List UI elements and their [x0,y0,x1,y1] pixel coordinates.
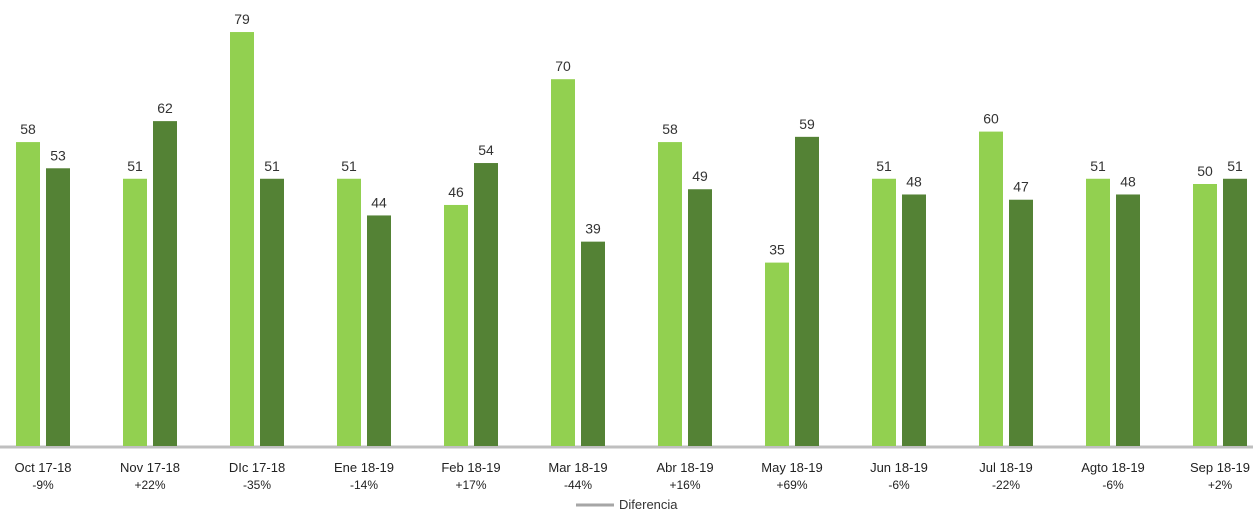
x-tick-label-1: Nov 17-18 [120,460,180,475]
x-tick-label-5: Mar 18-19 [548,460,607,475]
data-label-light-11: 50 [1197,163,1213,179]
bar-light-4 [444,204,468,446]
bar-light-7 [765,262,789,446]
bar-light-2 [230,32,254,446]
bar-dark-4 [474,163,498,447]
difference-label-6: +16% [669,478,700,492]
data-label-light-5: 70 [555,58,571,74]
bar-dark-8 [902,194,926,446]
bar-dark-5 [581,241,605,446]
bar-light-6 [658,142,682,446]
data-label-dark-11: 51 [1227,158,1243,174]
x-tick-label-10: Agto 18-19 [1081,460,1145,475]
x-tick-label-2: DIc 17-18 [229,460,285,475]
difference-label-0: -9% [32,478,54,492]
data-label-light-0: 58 [20,121,36,137]
data-label-dark-4: 54 [478,142,494,158]
data-label-light-3: 51 [341,158,357,174]
data-label-dark-3: 44 [371,194,387,210]
x-tick-label-11: Sep 18-19 [1190,460,1250,475]
difference-label-1: +22% [134,478,165,492]
difference-label-9: -22% [992,478,1020,492]
data-label-dark-2: 51 [264,158,280,174]
x-tick-label-8: Jun 18-19 [870,460,928,475]
bars-group [16,32,1247,447]
legend: Diferencia [576,497,678,510]
bar-dark-0 [46,168,70,446]
data-label-light-9: 60 [983,111,999,127]
bar-dark-2 [260,178,284,446]
bar-light-11 [1193,184,1217,446]
difference-label-2: -35% [243,478,271,492]
bar-light-10 [1086,178,1110,446]
bar-light-8 [872,178,896,446]
difference-label-8: -6% [888,478,910,492]
bar-light-5 [551,79,575,446]
bar-light-9 [979,131,1003,446]
difference-label-7: +69% [776,478,807,492]
bar-dark-9 [1009,199,1033,446]
x-tick-label-3: Ene 18-19 [334,460,394,475]
x-tick-label-7: May 18-19 [761,460,822,475]
data-label-light-4: 46 [448,184,464,200]
difference-label-5: -44% [564,478,592,492]
x-tick-label-6: Abr 18-19 [656,460,713,475]
legend-label: Diferencia [619,497,678,510]
bar-light-3 [337,178,361,446]
data-label-light-6: 58 [662,121,678,137]
x-tick-label-0: Oct 17-18 [14,460,71,475]
data-label-dark-10: 48 [1120,173,1136,189]
data-label-light-10: 51 [1090,158,1106,174]
bar-dark-1 [153,121,177,447]
data-label-dark-7: 59 [799,116,815,132]
difference-label-4: +17% [455,478,486,492]
bar-dark-6 [688,189,712,447]
data-label-light-1: 51 [127,158,143,174]
bar-dark-7 [795,136,819,446]
difference-label-3: -14% [350,478,378,492]
x-tick-label-4: Feb 18-19 [441,460,500,475]
data-label-dark-0: 53 [50,147,66,163]
data-label-dark-1: 62 [157,100,173,116]
data-label-light-2: 79 [234,11,250,27]
difference-label-10: -6% [1102,478,1124,492]
bar-dark-11 [1223,178,1247,446]
data-label-dark-5: 39 [585,221,601,237]
data-label-dark-8: 48 [906,173,922,189]
data-label-light-8: 51 [876,158,892,174]
x-tick-label-9: Jul 18-19 [979,460,1032,475]
bar-light-1 [123,178,147,446]
labels-group: 58 53 Oct 17-18 -9% 51 62 Nov 17-18 +22% 79 51 DIc… [14,11,1250,492]
data-label-dark-9: 47 [1013,179,1029,195]
data-label-dark-6: 49 [692,168,708,184]
bar-light-0 [16,142,40,446]
data-label-light-7: 35 [769,242,785,258]
bar-dark-3 [367,215,391,446]
difference-label-11: +2% [1208,478,1233,492]
bar-dark-10 [1116,194,1140,446]
